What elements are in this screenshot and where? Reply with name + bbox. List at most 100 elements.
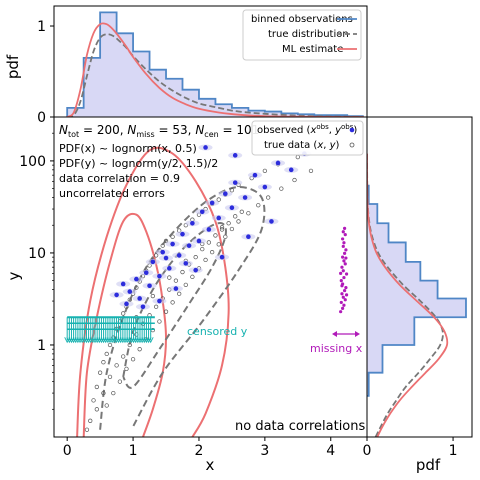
true-data-point bbox=[107, 342, 113, 348]
top-panel-marks: 01 bbox=[37, 11, 364, 126]
true-data-point bbox=[84, 427, 90, 432]
missing-x-point bbox=[344, 293, 349, 297]
observed-point bbox=[186, 243, 192, 248]
observed-point bbox=[275, 160, 281, 166]
censored-arrowhead bbox=[141, 337, 148, 344]
top-hist-fill bbox=[67, 12, 364, 117]
right-hist-fill bbox=[367, 184, 466, 396]
missing-x-point bbox=[343, 233, 347, 237]
true-contour-inner bbox=[122, 222, 227, 389]
true-data-point bbox=[200, 246, 205, 252]
censored-arrowhead bbox=[128, 337, 135, 344]
true-data-point bbox=[94, 384, 99, 390]
true-data-point bbox=[229, 188, 235, 193]
true-data-point bbox=[157, 319, 162, 324]
observed-point bbox=[216, 215, 222, 221]
true-data-point bbox=[104, 403, 109, 408]
censored-arrowhead bbox=[147, 337, 154, 344]
true-data-point bbox=[239, 209, 244, 214]
observed-point bbox=[150, 259, 156, 265]
main-axis-ticks: 0 1 2 3 4 1 10 100 bbox=[19, 116, 335, 459]
true-data-point bbox=[219, 225, 225, 230]
main-scatter-panel: 0 1 2 3 4 1 10 100 x y Ntot = 200, Nmiss = 53, … bbox=[5, 116, 368, 474]
observed-point bbox=[223, 191, 228, 197]
true-data-point bbox=[127, 342, 132, 348]
true-data-point bbox=[167, 275, 172, 280]
observed-point bbox=[262, 184, 268, 190]
true-data-point bbox=[190, 274, 195, 279]
true-data-point bbox=[170, 234, 175, 239]
top-ytick-label: 1 bbox=[37, 19, 46, 35]
info-line-errors: uncorrelated errors bbox=[59, 187, 165, 200]
true-data-point bbox=[121, 311, 126, 316]
true-data-point bbox=[216, 242, 221, 247]
right-xlabel: pdf bbox=[416, 456, 441, 474]
true-data-point bbox=[279, 186, 284, 191]
true-data-point bbox=[124, 366, 129, 372]
true-data-point bbox=[183, 282, 188, 288]
main-ytick-label: 1 bbox=[37, 338, 46, 354]
legend-true-data-label: true data (x, y) bbox=[264, 140, 340, 151]
missing-x-point bbox=[342, 241, 346, 245]
censored-y-label: censored y bbox=[187, 325, 248, 338]
top-hist-group bbox=[66, 11, 364, 117]
missing-x-point bbox=[339, 300, 343, 305]
observed-point bbox=[209, 200, 215, 206]
missing-x-point bbox=[344, 256, 348, 260]
observed-point bbox=[127, 289, 133, 294]
true-data-point bbox=[170, 300, 175, 305]
top-legend-box bbox=[242, 9, 362, 61]
missing-x-point bbox=[342, 303, 346, 307]
observed-point bbox=[176, 253, 182, 258]
true-data-point bbox=[153, 304, 159, 309]
legend-true-distribution-label: true distribution bbox=[268, 29, 349, 40]
true-data-point bbox=[308, 168, 314, 173]
no-correlation-label: no data correlations bbox=[235, 419, 365, 434]
missing-x-point bbox=[339, 310, 343, 314]
observed-point bbox=[232, 153, 238, 158]
observed-point bbox=[219, 254, 225, 260]
missing-x-point bbox=[340, 284, 344, 288]
info-line-pdfy: PDF(y) ~ lognorm(y/2, 1.5)/2 bbox=[59, 157, 218, 170]
true-data-point bbox=[216, 197, 221, 202]
missing-x-label: missing x bbox=[310, 342, 363, 355]
true-data-point bbox=[256, 203, 261, 208]
info-line-pdfx: PDF(x) ~ lognorm(x, 0.5) bbox=[59, 142, 197, 155]
true-data-point bbox=[213, 233, 218, 238]
observed-point bbox=[203, 145, 208, 150]
top-ytick-label: 0 bbox=[37, 110, 46, 126]
true-data-point bbox=[121, 354, 126, 359]
true-data-point bbox=[107, 374, 113, 380]
true-data-point bbox=[292, 177, 297, 183]
missing-x-point bbox=[344, 286, 348, 290]
true-data-point bbox=[88, 418, 93, 423]
observed-point bbox=[269, 219, 274, 224]
main-ytick-label: 10 bbox=[28, 246, 46, 262]
missing-x-point bbox=[340, 265, 344, 269]
true-data-point bbox=[262, 168, 268, 173]
observed-point bbox=[183, 261, 189, 266]
observed-point bbox=[242, 195, 248, 200]
true-contour-outer bbox=[99, 185, 266, 430]
censored-arrowhead bbox=[70, 337, 77, 344]
right-ml-curve bbox=[367, 153, 449, 437]
missing-x-point bbox=[343, 262, 347, 266]
observed-point bbox=[157, 273, 162, 279]
true-data-point bbox=[193, 255, 198, 260]
observed-point bbox=[288, 167, 294, 173]
observed-point bbox=[143, 270, 149, 275]
missing-x-point bbox=[344, 248, 348, 252]
missing-x-point bbox=[344, 272, 349, 276]
right-panel-marks bbox=[367, 153, 467, 437]
censored-arrowhead bbox=[134, 337, 141, 344]
missing-x-point bbox=[341, 269, 345, 273]
true-data-point bbox=[163, 309, 169, 314]
top-ml-curve bbox=[66, 22, 364, 117]
info-line-counts: Ntot = 200, Nmiss = 53, Ncen = 101 bbox=[59, 123, 259, 139]
true-data-point bbox=[160, 243, 165, 248]
legend-binned-label: binned observations bbox=[251, 14, 353, 25]
top-ylabel: pdf bbox=[4, 54, 22, 79]
true-data-point bbox=[177, 291, 182, 296]
missing-x-point bbox=[342, 259, 346, 263]
true-data-point bbox=[137, 347, 142, 352]
